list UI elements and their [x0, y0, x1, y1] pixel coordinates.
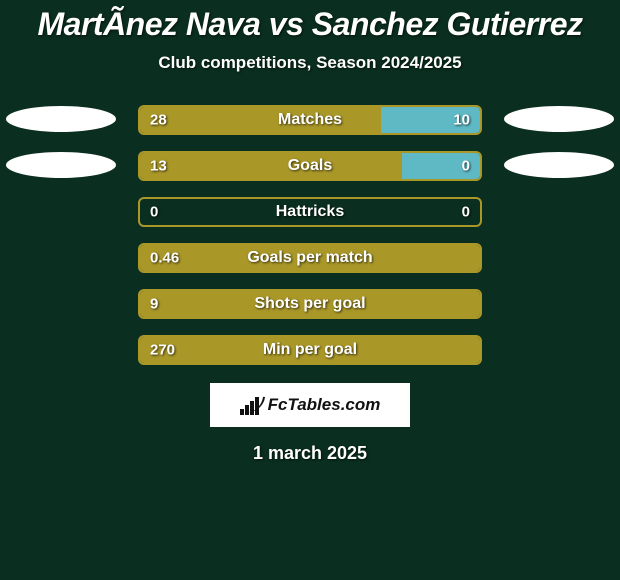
stat-bar: Min per goal270 — [138, 335, 482, 365]
stat-row: Shots per goal9 — [0, 281, 620, 327]
player-left-placeholder — [6, 152, 116, 178]
stat-bar: Goals per match0.46 — [138, 243, 482, 273]
brand-text: FcTables.com — [268, 395, 381, 415]
stat-row: Matches2810 — [0, 97, 620, 143]
stat-bar: Matches2810 — [138, 105, 482, 135]
stat-fill-left — [140, 153, 402, 179]
stat-fill-right — [402, 153, 480, 179]
stat-fill-left — [140, 245, 480, 271]
stat-fill-left — [140, 291, 480, 317]
comparison-title: MartÃ­nez Nava vs Sanchez Gutierrez — [0, 0, 620, 43]
comparison-subtitle: Club competitions, Season 2024/2025 — [0, 53, 620, 73]
comparison-date: 1 march 2025 — [0, 443, 620, 464]
brand-badge: FcTables.com — [210, 383, 410, 427]
stat-bar: Hattricks0 0 — [138, 197, 482, 227]
stat-bar: Goals130 — [138, 151, 482, 181]
player-right-placeholder — [504, 106, 614, 132]
stat-label: Hattricks — [140, 203, 480, 221]
stat-row: Goals per match0.46 — [0, 235, 620, 281]
stat-fill-left — [140, 107, 381, 133]
player-left-placeholder — [6, 106, 116, 132]
player-right-placeholder — [504, 152, 614, 178]
stat-row: Hattricks0 0 — [0, 189, 620, 235]
stat-fill-right — [381, 107, 480, 133]
stat-value-left: 0 — [150, 204, 158, 221]
comparison-chart: Matches2810 Goals130 Hattricks0 0 Goals per … — [0, 97, 620, 373]
stat-row: Min per goal270 — [0, 327, 620, 373]
stat-value-right: 0 — [462, 204, 470, 221]
stat-row: Goals130 — [0, 143, 620, 189]
brand-chart-icon — [240, 395, 262, 415]
stat-bar: Shots per goal9 — [138, 289, 482, 319]
stat-fill-left — [140, 337, 480, 363]
